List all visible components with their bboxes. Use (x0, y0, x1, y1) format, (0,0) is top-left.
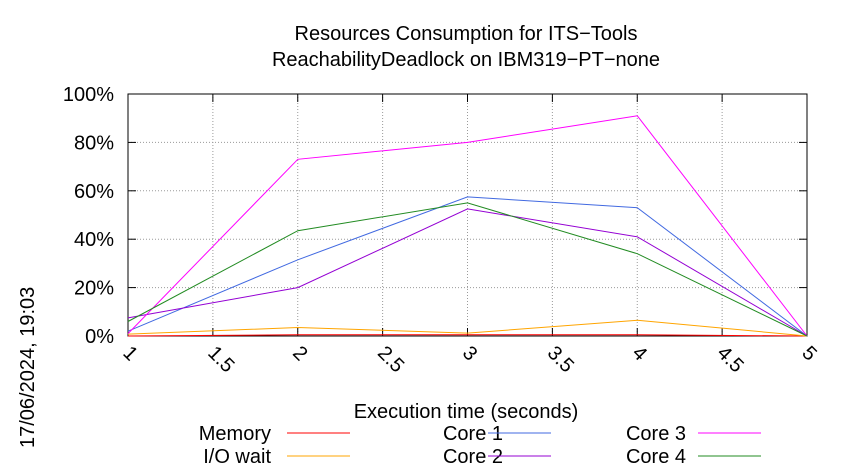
legend-label: Memory (199, 423, 271, 445)
x-tick-label: 4 (628, 342, 651, 365)
series-line-core-2 (127, 208, 808, 337)
x-tick-label: 2 (288, 342, 311, 365)
y-tick-label: 60% (74, 181, 114, 203)
legend-label: Core 3 (626, 423, 686, 445)
legend-label: Core 4 (626, 446, 686, 468)
x-tick-label: 1 (118, 342, 141, 365)
chart-subtitle: ReachabilityDeadlock on IBM319−PT−none (272, 49, 660, 71)
y-tick-label: 100% (63, 84, 114, 106)
y-tick-label: 80% (74, 132, 114, 154)
x-tick-label: 3.5 (543, 342, 578, 377)
timestamp: 17/06/2024, 19:03 (17, 287, 39, 448)
x-tick-label: 2.5 (373, 342, 408, 377)
y-tick-label: 20% (74, 278, 114, 300)
legend-label: I/O wait (203, 446, 271, 468)
series-line-memory (127, 334, 808, 337)
legend-label: Core 2 (443, 446, 503, 468)
chart-title: Resources Consumption for ITS−Tools (295, 23, 638, 45)
series-lines (127, 115, 808, 337)
x-tick-label: 4.5 (713, 342, 748, 377)
series-line-core-3 (127, 115, 808, 337)
legend-label: Core 1 (443, 423, 503, 445)
series-line-core-1 (127, 196, 808, 337)
x-tick-label: 1.5 (203, 342, 238, 377)
series-line-i-o-wait (127, 319, 808, 337)
y-tick-label: 0% (85, 326, 114, 348)
y-axis-ticks: 0% 20% 40% 60% 80% 100% (63, 84, 807, 348)
x-tick-label: 5 (797, 342, 820, 365)
x-tick-label: 3 (458, 342, 481, 365)
y-tick-label: 40% (74, 229, 114, 251)
series-line-core-4 (127, 202, 808, 337)
x-axis-label: Execution time (seconds) (354, 401, 579, 423)
